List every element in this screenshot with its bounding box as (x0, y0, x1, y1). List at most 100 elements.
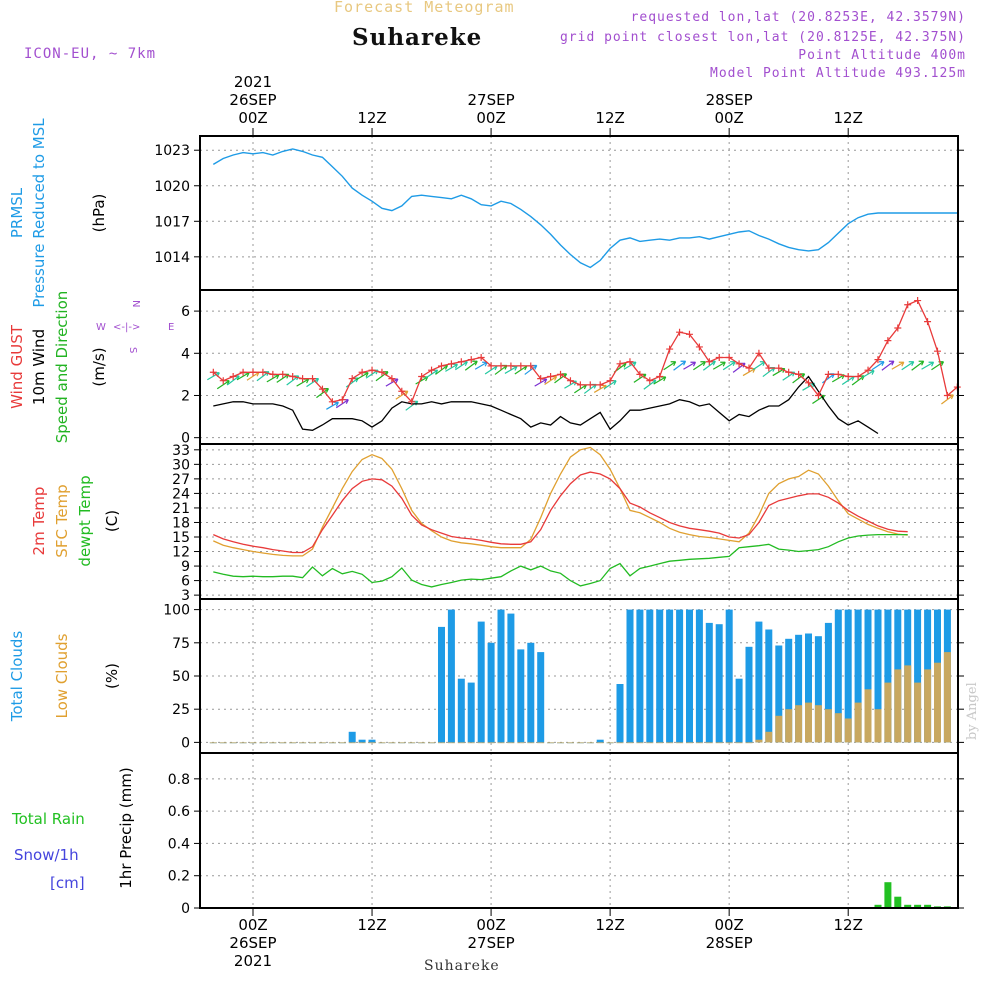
gust-marker (547, 372, 555, 380)
low-cloud-bar (824, 709, 832, 743)
gust-marker (735, 360, 743, 368)
gust-marker (616, 360, 624, 368)
wind-arrow (574, 384, 587, 394)
wind-arrow (821, 373, 835, 384)
gust-marker (289, 372, 297, 380)
total-cloud-bar (666, 609, 674, 743)
top-time-label: 12Z (834, 109, 863, 127)
gust-marker (775, 364, 783, 372)
gust-marker (745, 364, 753, 372)
low-cloud-bar (328, 742, 336, 744)
gust-marker (239, 368, 247, 376)
wind-arrow-head (918, 360, 925, 366)
wind-arrow-head (720, 361, 726, 367)
top-time-label: 28SEP (706, 91, 753, 109)
low-cloud-bar (299, 742, 307, 744)
y-tick-label: 12 (172, 545, 190, 561)
gust-marker (874, 356, 882, 364)
total-cloud-bar (884, 609, 892, 743)
wind-arrow (792, 373, 805, 384)
total-cloud-bar (537, 652, 545, 743)
gust-marker (299, 375, 307, 383)
wind-arrow (901, 361, 915, 371)
y-tick-label: 18 (172, 515, 190, 531)
gust-markers (209, 297, 961, 406)
bottom-time-label: 12Z (595, 916, 624, 934)
pressure-unit: (hPa) (90, 194, 108, 233)
chart-title: Forecast Meteogram (334, 0, 515, 16)
low-cloud-bar (497, 742, 505, 744)
gust-marker (626, 358, 634, 366)
total-cloud-bar (874, 609, 882, 743)
top-time-label: 27SEP (468, 91, 515, 109)
low-cloud-bar (487, 742, 495, 744)
bottom-time-label: 00Z (238, 916, 267, 934)
low-cloud-bar (745, 742, 753, 744)
gust-marker (755, 349, 763, 357)
wind-arrow (643, 379, 657, 390)
low-cloud-bar (219, 742, 227, 744)
total-cloud-bar (705, 622, 713, 743)
y-tick-label: 0.4 (168, 836, 190, 852)
wind-arrow (702, 360, 716, 371)
gust-marker (646, 377, 654, 385)
gust-marker (666, 345, 674, 353)
gust-marker (229, 372, 237, 380)
low-cloud-bar (358, 742, 366, 744)
gust-marker (685, 330, 693, 338)
y-tick-label: 4 (181, 346, 190, 362)
temp-unit: (C) (103, 510, 121, 532)
wind-arrow (207, 372, 220, 381)
wind-arrow (663, 361, 676, 371)
total-cloud-bar (695, 609, 703, 743)
wind-arrow-head (888, 360, 895, 366)
bottom-time-label: 27SEP (468, 934, 515, 952)
clouds-unit: (%) (103, 663, 121, 689)
low-cloud-bar (388, 742, 396, 744)
dewpt-label: dewpt Temp (76, 475, 94, 566)
bottom-time-label: 28SEP (706, 934, 753, 952)
panel-grid-0 (252, 136, 849, 290)
wind-arrow (544, 375, 557, 385)
y-tick-label: 33 (172, 443, 190, 459)
credit-watermark: by Angel (965, 682, 980, 740)
compass-arrows: <-|-> (113, 322, 140, 333)
low-cloud-bar (894, 669, 902, 743)
wind-arrow (831, 374, 845, 383)
low-cloud-bar (269, 742, 277, 744)
total-cloud-bar (527, 642, 535, 743)
wind-arrow (464, 360, 478, 371)
wind-gust-line (212, 299, 958, 403)
wind-arrow-head (670, 361, 677, 366)
gust-marker (398, 387, 406, 395)
wind-arrow (435, 364, 448, 375)
low-cloud-bars (209, 652, 951, 744)
gust-marker (279, 370, 287, 378)
wind-arrow-head (730, 361, 736, 366)
low-cloud-bar (636, 742, 644, 744)
gust-marker (805, 379, 813, 387)
wind-arrow (306, 378, 319, 388)
total-cloud-bar (467, 682, 475, 743)
panel-frame-2 (199, 443, 959, 600)
requested-coords: requested lon,lat (20.8253E, 42.3579N) (630, 10, 966, 25)
low-cloud-bar (467, 742, 475, 744)
low-cloud-bar (398, 742, 406, 744)
wind-gust-label: Wind GUST (8, 324, 26, 409)
gust-marker (318, 385, 326, 393)
total-cloud-bar (805, 633, 812, 743)
gust-marker (447, 360, 455, 368)
temp-2m-label: 2m Temp (30, 487, 48, 556)
low-cloud-bar (527, 742, 535, 744)
total-cloud-bar (745, 646, 753, 743)
panel-grid-1 (252, 290, 849, 444)
gust-marker (507, 362, 515, 370)
rain-bar (904, 904, 912, 908)
wind-arrow (316, 388, 329, 399)
total-cloud-bar (775, 645, 783, 743)
low-cloud-bar (368, 742, 376, 744)
wind-arrow (534, 378, 547, 387)
gust-marker (943, 391, 951, 399)
wind-arrow (911, 360, 925, 371)
wind-arrow (236, 372, 250, 381)
